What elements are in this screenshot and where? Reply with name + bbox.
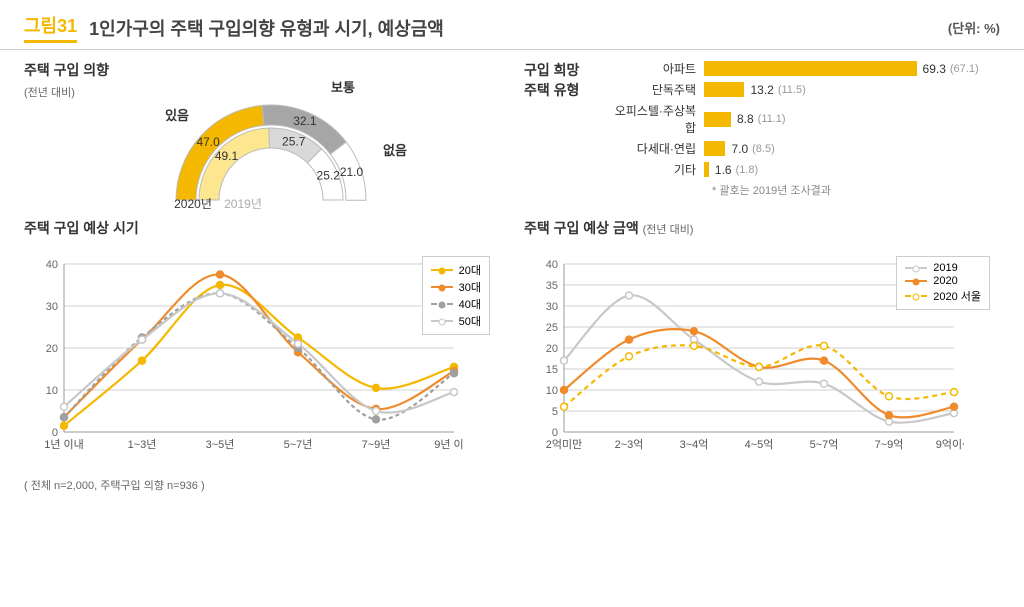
svg-text:2억미만: 2억미만 <box>546 438 582 451</box>
legend-label: 2020 서울 <box>933 288 981 304</box>
bar-value: 69.3 <box>917 62 946 76</box>
svg-text:7~9년: 7~9년 <box>362 438 391 451</box>
chart-purchase-amount: 주택 구입 예상 금액 (전년 대비) 0 5 10 15 20 25 30 35 40 2억미만… <box>524 218 1000 467</box>
bar-rect <box>704 82 744 97</box>
bars-body: 아파트69.3(67.1)단독주택13.2(11.5)오피스텔·주상복합8.8(… <box>604 60 1000 210</box>
legend-item: 40대 <box>431 296 481 312</box>
svg-text:20: 20 <box>46 343 58 355</box>
bar-rect <box>704 112 731 127</box>
bar-prev-value: (1.8) <box>732 164 759 176</box>
svg-text:없음: 없음 <box>383 143 407 158</box>
donut-subtitle: (전년 대비) <box>24 84 109 100</box>
bar-category: 다세대·연립 <box>604 140 704 157</box>
svg-text:4~5억: 4~5억 <box>745 438 774 451</box>
bars-title: 구입 희망 주택 유형 <box>524 60 594 210</box>
svg-text:49.1: 49.1 <box>215 149 239 163</box>
svg-text:30: 30 <box>546 301 558 313</box>
legend-label: 40대 <box>459 296 481 312</box>
sample-size-note: ( 전체 n=2,000, 주택구입 의향 n=936 ) <box>0 477 1024 493</box>
legend-item: 2020 <box>905 275 981 287</box>
svg-text:32.1: 32.1 <box>293 114 317 128</box>
donut-chart: 47.0 32.1 21.0 49.1 25.7 25.2 있음 보통없음 2020년 2019년 <box>121 60 421 210</box>
legend-label: 2020 <box>933 275 957 287</box>
bar-value: 7.0 <box>725 142 748 156</box>
svg-text:0: 0 <box>552 427 558 439</box>
unit-label: (단위: %) <box>948 18 1000 37</box>
bar-rect <box>704 61 917 76</box>
legend-item: 2019 <box>905 262 981 274</box>
bar-row: 단독주택 13.2(11.5) <box>604 81 1000 98</box>
bar-category: 단독주택 <box>604 81 704 98</box>
svg-text:2~3억: 2~3억 <box>615 438 644 451</box>
svg-text:40: 40 <box>46 259 58 271</box>
bar-prev-value: (11.5) <box>774 84 806 96</box>
legend-label: 50대 <box>459 313 481 329</box>
svg-text:1년 이내: 1년 이내 <box>44 438 84 451</box>
svg-text:25.2: 25.2 <box>317 168 341 182</box>
bar-row: 오피스텔·주상복합 8.8(11.1) <box>604 102 1000 136</box>
svg-text:15: 15 <box>546 364 558 376</box>
svg-text:20: 20 <box>546 343 558 355</box>
svg-text:10: 10 <box>46 385 58 397</box>
bar-prev-value: (11.1) <box>754 113 786 125</box>
svg-text:35: 35 <box>546 280 558 292</box>
svg-text:10: 10 <box>546 385 558 397</box>
svg-text:2020년: 2020년 <box>174 197 212 210</box>
svg-text:47.0: 47.0 <box>197 135 221 149</box>
bars-panel: 구입 희망 주택 유형 아파트 69.3(67.1) 단독주택 13.2(11.5) 오… <box>524 60 1000 210</box>
svg-text:40: 40 <box>546 259 558 271</box>
legend-item: 50대 <box>431 313 481 329</box>
svg-text:21.0: 21.0 <box>340 165 364 179</box>
donut-title: 주택 구입 의향 <box>24 60 109 80</box>
bars-footnote: * 괄호는 2019년 조사결과 <box>712 182 1000 198</box>
chart-left-title: 주택 구입 예상 시기 <box>24 218 500 238</box>
svg-text:9억이상: 9억이상 <box>936 438 964 451</box>
bar-category: 오피스텔·주상복합 <box>604 102 704 136</box>
svg-text:보통: 보통 <box>331 80 355 95</box>
svg-text:3~5년: 3~5년 <box>206 438 235 451</box>
svg-text:5~7억: 5~7억 <box>810 438 839 451</box>
bar-category: 기타 <box>604 161 704 178</box>
svg-text:30: 30 <box>46 301 58 313</box>
bar-row: 다세대·연립 7.0(8.5) <box>604 140 1000 157</box>
figure-label: 그림31 <box>24 12 77 43</box>
legend-item: 30대 <box>431 279 481 295</box>
bar-value: 13.2 <box>744 83 773 97</box>
svg-text:9년 이후: 9년 이후 <box>434 438 464 451</box>
bar-value: 8.8 <box>731 112 754 126</box>
svg-text:5~7년: 5~7년 <box>284 438 313 451</box>
legend-label: 2019 <box>933 262 957 274</box>
svg-text:있음: 있음 <box>165 108 189 123</box>
bar-category: 아파트 <box>604 60 704 77</box>
svg-text:2019년: 2019년 <box>224 197 262 210</box>
legend-label: 30대 <box>459 279 481 295</box>
chart-purchase-timing: 주택 구입 예상 시기 0 10 20 30 40 1년 이내 1~3년 3~5년 5~7년 7~… <box>24 218 500 467</box>
legend-item: 2020 서울 <box>905 288 981 304</box>
bar-rect <box>704 141 725 156</box>
chart-left-legend: 20대30대40대50대 <box>422 256 490 335</box>
chart-left-svg: 0 10 20 30 40 1년 이내 1~3년 3~5년 5~7년 7~9년 9년 이후 <box>24 242 464 462</box>
svg-text:25.7: 25.7 <box>282 134 306 148</box>
bar-value: 1.6 <box>709 163 732 177</box>
svg-text:0: 0 <box>52 427 58 439</box>
svg-text:3~4억: 3~4억 <box>680 438 709 451</box>
chart-right-subtitle: (전년 대비) <box>643 224 694 236</box>
svg-text:25: 25 <box>546 322 558 334</box>
bar-row: 기타 1.6(1.8) <box>604 161 1000 178</box>
chart-right-legend: 201920202020 서울 <box>896 256 990 310</box>
bar-prev-value: (8.5) <box>748 143 775 155</box>
legend-label: 20대 <box>459 262 481 278</box>
chart-right-title: 주택 구입 예상 금액 <box>524 220 639 236</box>
svg-text:7~9억: 7~9억 <box>875 438 904 451</box>
svg-text:1~3년: 1~3년 <box>128 438 157 451</box>
donut-panel: 주택 구입 의향 (전년 대비) 47.0 32.1 21.0 49.1 25.7 25.… <box>24 60 500 210</box>
bar-row: 아파트 69.3(67.1) <box>604 60 1000 77</box>
page-title: 1인가구의 주택 구입의향 유형과 시기, 예상금액 <box>89 15 948 41</box>
legend-item: 20대 <box>431 262 481 278</box>
bar-prev-value: (67.1) <box>946 63 979 75</box>
svg-text:5: 5 <box>552 406 558 418</box>
